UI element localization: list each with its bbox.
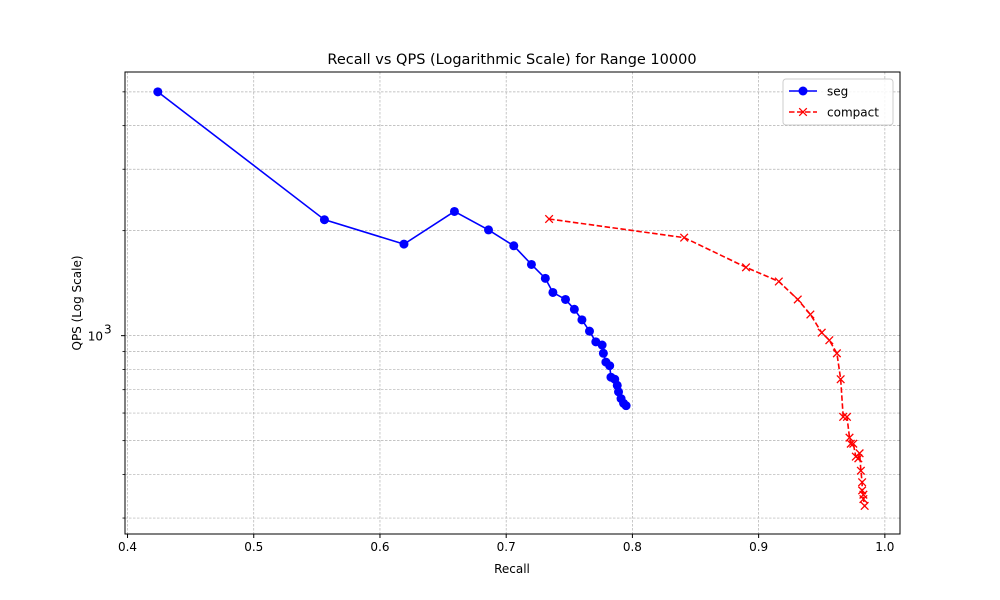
legend-marker-seg <box>798 86 808 96</box>
data-point-compact <box>679 233 689 242</box>
series-seg <box>153 87 631 411</box>
data-point-seg <box>605 361 615 371</box>
data-point-compact <box>806 310 815 319</box>
legend-label-seg: seg <box>827 85 848 99</box>
data-point-compact <box>859 494 868 504</box>
chart-title: Recall vs QPS (Logarithmic Scale) for Ra… <box>327 52 696 68</box>
data-point-seg <box>153 87 163 97</box>
x-tick-label: 1.0 <box>875 540 894 554</box>
y-tick-label-exponent: 3 <box>104 323 112 337</box>
data-point-compact <box>832 349 842 358</box>
data-point-seg <box>509 241 519 251</box>
x-tick-label: 0.7 <box>497 540 516 554</box>
x-tick-label: 0.8 <box>623 540 642 554</box>
x-tick-label: 0.5 <box>244 540 263 554</box>
data-point-seg <box>584 326 594 336</box>
x-tick-label: 0.4 <box>118 540 137 554</box>
data-point-compact <box>836 374 845 384</box>
x-tick-label: 0.6 <box>370 540 389 554</box>
grid <box>125 72 900 534</box>
data-point-compact <box>817 328 827 337</box>
data-point-seg <box>526 259 536 269</box>
data-point-compact <box>774 277 784 286</box>
x-axis-label: Recall <box>494 562 530 576</box>
x-tick-label: 0.9 <box>749 540 768 554</box>
data-point-seg <box>484 225 494 235</box>
data-point-seg <box>621 401 631 411</box>
data-point-seg <box>569 304 579 314</box>
y-axis: 10 3 <box>88 91 125 519</box>
series-compact <box>544 214 869 511</box>
legend-label-compact: compact <box>827 106 879 120</box>
data-point-compact <box>544 214 554 224</box>
data-point-compact <box>854 454 863 463</box>
y-axis-label: QPS (Log Scale) <box>70 255 84 350</box>
data-point-compact <box>856 466 866 475</box>
data-point-seg <box>540 273 550 283</box>
data-point-seg <box>561 294 571 304</box>
data-point-compact <box>860 501 869 511</box>
data-point-compact <box>849 439 858 448</box>
data-point-compact <box>741 263 751 272</box>
data-point-compact <box>842 412 852 422</box>
legend-marker-compact <box>798 107 808 117</box>
data-point-compact <box>793 295 803 304</box>
data-point-compact <box>855 449 864 458</box>
data-point-seg <box>577 315 587 325</box>
data-point-compact <box>846 439 856 448</box>
plot-frame <box>124 71 901 535</box>
legend: seg compact <box>782 78 894 126</box>
data-point-seg <box>597 340 607 350</box>
data-point-seg <box>548 287 558 297</box>
x-axis: 0.4 0.5 0.6 0.7 0.8 0.9 1.0 <box>118 534 894 554</box>
data-point-seg <box>399 239 409 249</box>
data-point-compact <box>857 477 867 487</box>
data-point-seg <box>319 215 329 225</box>
series-line-compact <box>548 218 866 507</box>
data-point-seg <box>598 348 608 358</box>
series-layer <box>153 87 869 511</box>
data-point-compact <box>825 336 834 345</box>
y-tick-label: 10 <box>88 330 103 344</box>
data-point-compact <box>838 412 848 422</box>
data-point-seg <box>449 206 459 216</box>
